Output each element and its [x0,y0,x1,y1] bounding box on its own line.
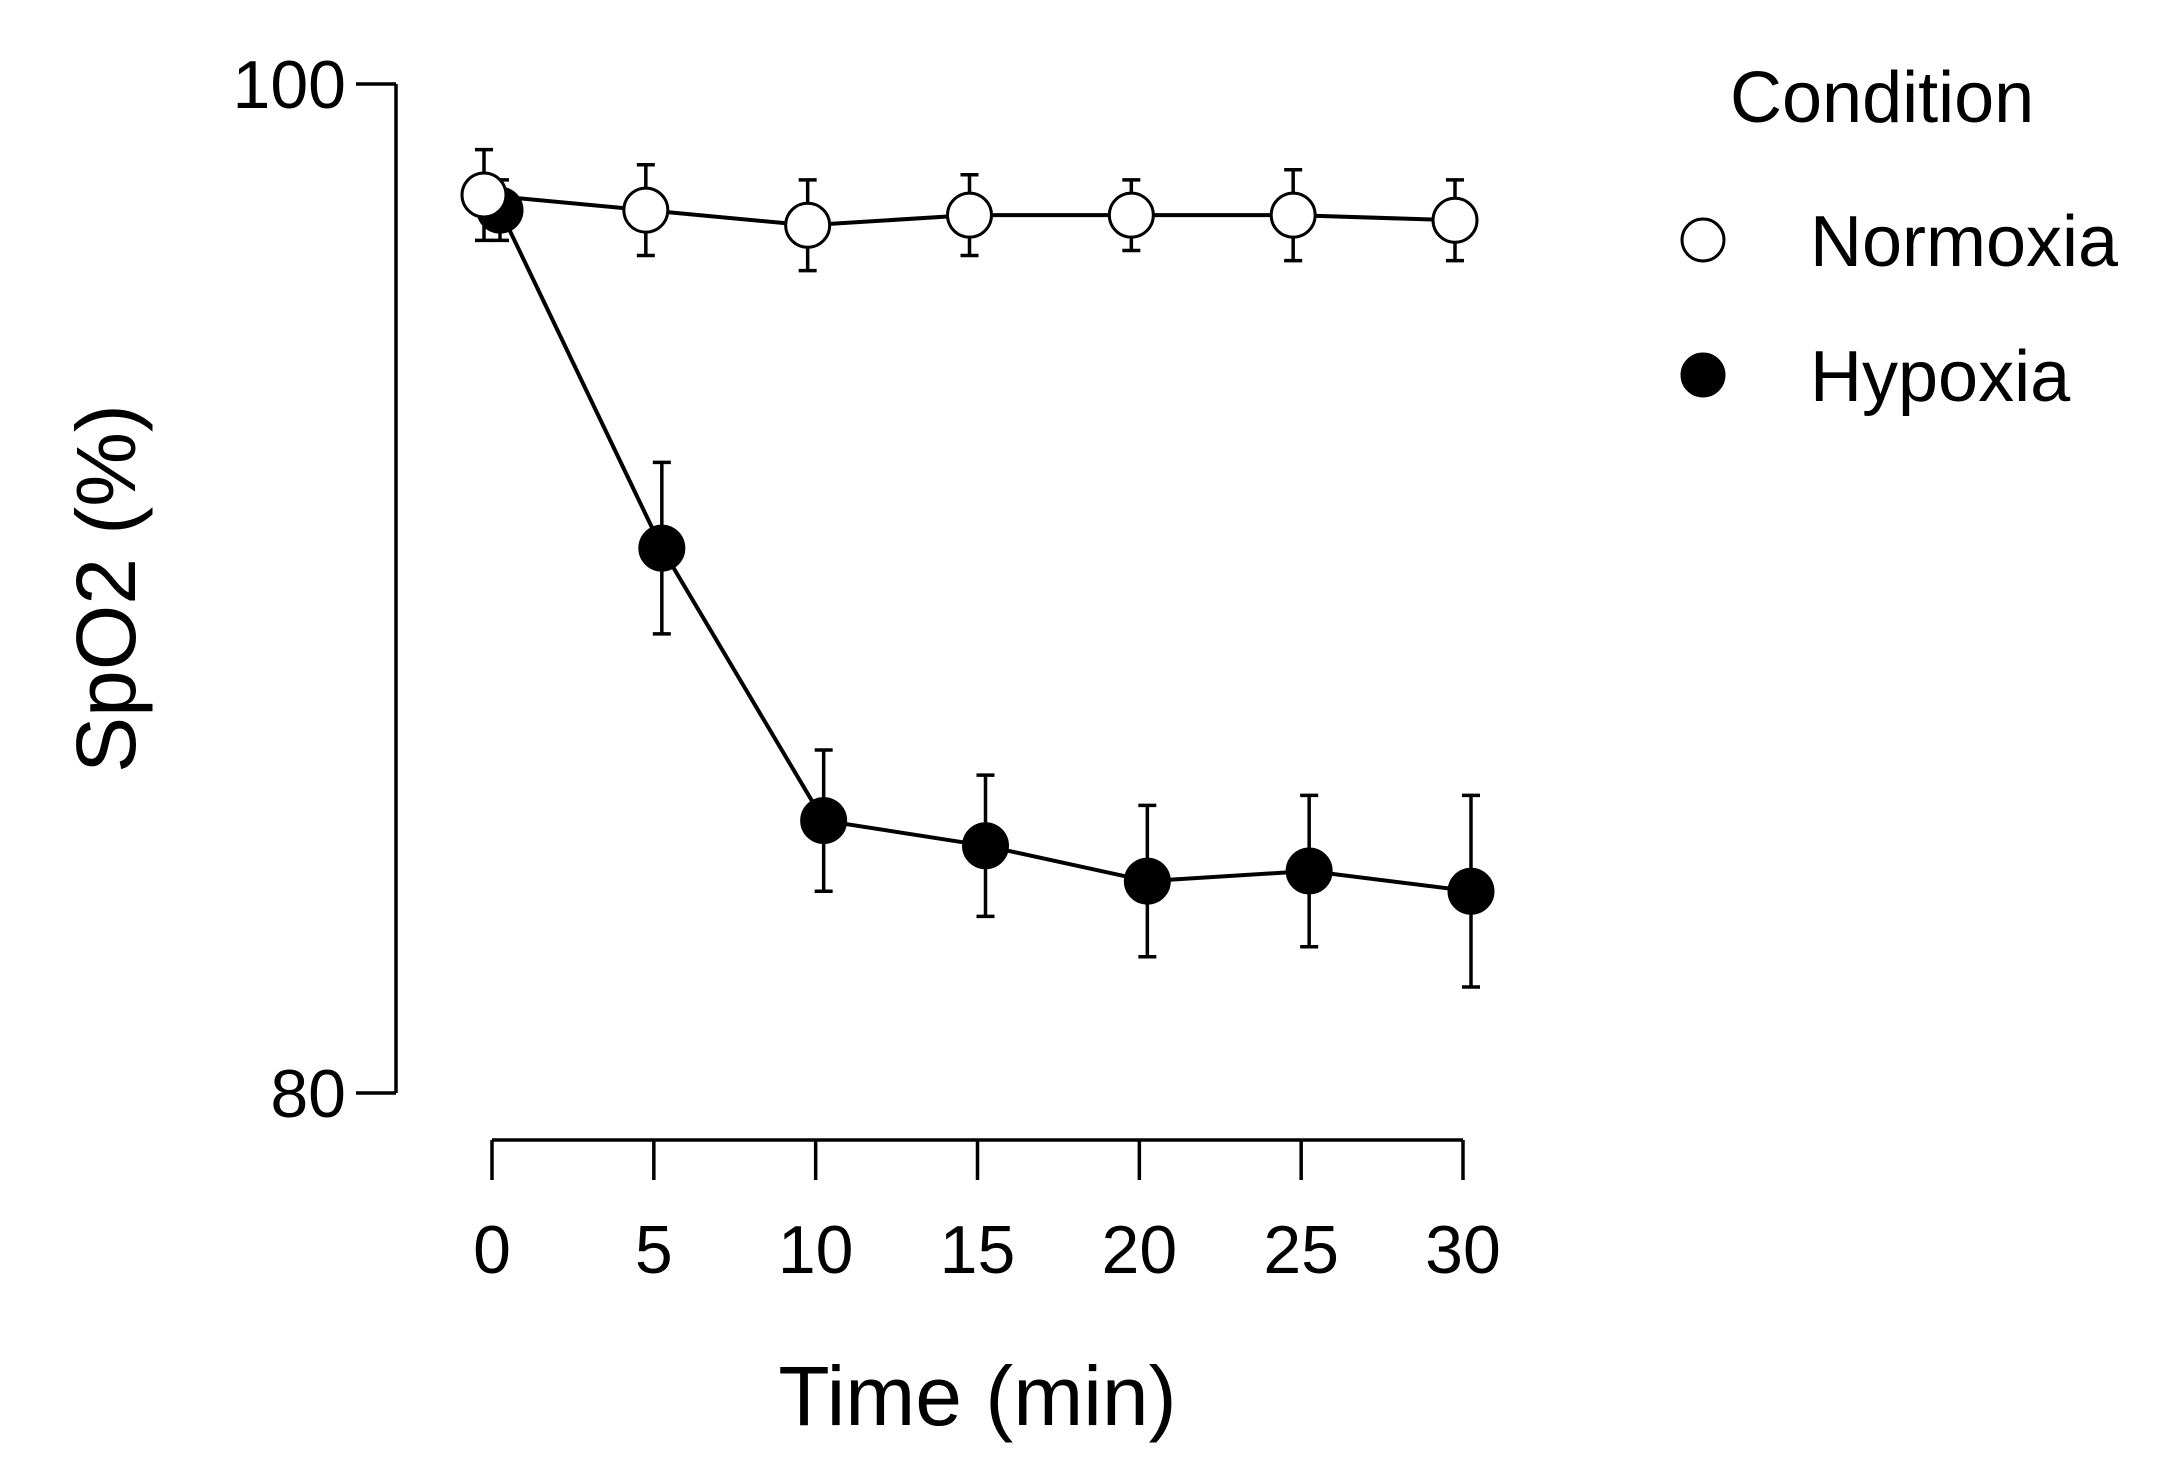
data-point [622,186,670,234]
data-point [946,191,993,239]
data-point [1431,196,1479,244]
x-tick-label: 15 [940,1212,1016,1288]
x-axis-title: Time (min) [778,1349,1176,1443]
x-tick-label: 30 [1425,1212,1501,1288]
open-circle-icon [1680,217,1726,263]
data-point [1269,191,1317,239]
y-axis: 100 80 SpO2 (%) [59,47,398,1132]
x-tick-label: 25 [1263,1212,1339,1288]
x-tick-label: 0 [473,1212,511,1288]
legend-title: Condition [1730,58,2034,138]
x-tick-label: 10 [778,1212,854,1288]
legend-label: Hypoxia [1810,337,2071,417]
data-point [1123,857,1171,905]
legend: Condition Normoxia Hypoxia [1680,58,2119,417]
legend-label: Normoxia [1810,202,2119,282]
data-point [800,797,848,845]
data-point [1285,847,1333,895]
y-tick-label: 80 [270,1056,346,1132]
data-point [460,171,508,219]
series-normoxia [460,147,1479,273]
x-axis: 0 5 10 15 20 25 30 Time (min) [473,1138,1501,1443]
data-point [962,822,1009,870]
x-tick-label: 5 [635,1212,673,1288]
series-hypoxia [476,178,1495,989]
x-tick-label: 20 [1102,1212,1178,1288]
data-point [1107,191,1155,239]
legend-item-normoxia: Normoxia [1680,202,2119,282]
data-point [1447,867,1495,915]
filled-circle-icon [1680,352,1726,398]
data-point [638,524,686,572]
plot-area [460,147,1495,989]
data-point [784,201,832,249]
y-axis-title: SpO2 (%) [59,404,153,773]
y-tick-label: 100 [233,47,346,123]
legend-item-hypoxia: Hypoxia [1680,337,2071,417]
